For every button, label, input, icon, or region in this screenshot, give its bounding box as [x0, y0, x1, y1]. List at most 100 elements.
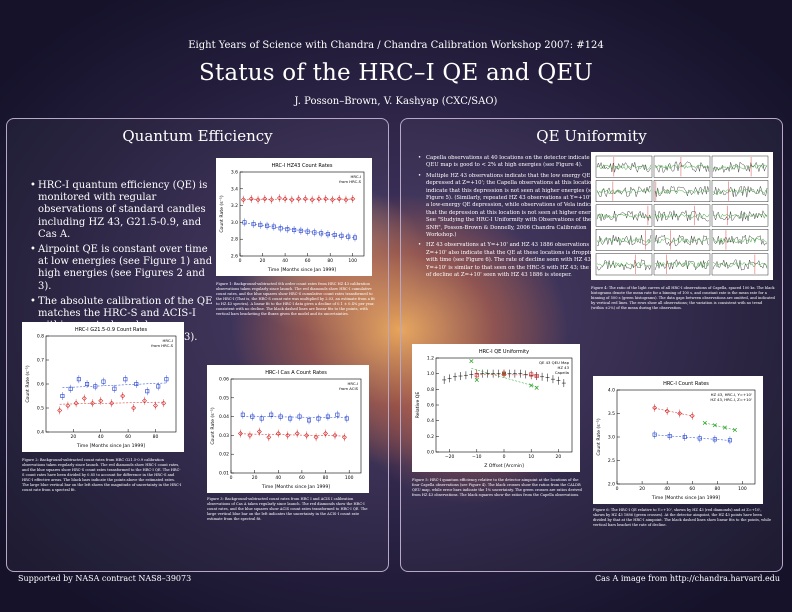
- x-tick-label: 20: [71, 434, 77, 440]
- data-point: [722, 425, 727, 430]
- y-tick-label: 0.2: [427, 434, 434, 440]
- lightcurve-trace: [712, 161, 768, 173]
- lightcurve-smoothed-trace: [654, 213, 710, 219]
- lightcurve-smoothed-trace: [654, 237, 710, 243]
- chart-title: HRC-I HZ43 Count Rates: [272, 163, 333, 169]
- legend-entry: HRC-I: [163, 338, 173, 343]
- lightcurve-panel: [711, 204, 769, 227]
- figure-3: HRC-I Cas A Count Rates 0 20 40 60 80 100 0.01 0…: [207, 365, 369, 493]
- lightcurve-smoothed-trace: [654, 164, 710, 170]
- y-tick-label: 2.0: [608, 482, 615, 488]
- lightcurve-smoothed-trace: [596, 237, 652, 244]
- x-axis-label: Z Offset [Arcmin]: [484, 463, 524, 469]
- y-tick-label: 3.0: [608, 435, 615, 441]
- trend-line: [242, 416, 347, 419]
- y-tick-label: 2.8: [231, 237, 238, 243]
- figure-2: HRC-I G21.5-0.9 Count Rates 20 40 60 80 0.4 0.…: [22, 322, 184, 452]
- chart-title: HRC-I Cas A Count Rates: [265, 370, 327, 376]
- y-tick-label: 0.02: [219, 452, 229, 458]
- lightcurve-smoothed-trace: [712, 237, 768, 244]
- legend-entry: HZ 43, HRC-I, Y=+10': [711, 392, 752, 397]
- poster-title: Status of the HRC–I QE and QEU: [199, 60, 593, 86]
- lightcurve-trace: [712, 210, 768, 222]
- x-tick-label: 60: [305, 258, 311, 264]
- bullet-icon: •: [30, 244, 36, 256]
- y-tick-label: 0.04: [219, 414, 229, 420]
- figure-5-caption: Figure 5: HRC-I quantum efficiency relat…: [412, 478, 582, 497]
- x-tick-label: 40: [275, 475, 281, 481]
- legend-entry: Capella: [555, 370, 569, 375]
- lightcurve-trace: [596, 161, 652, 173]
- lightcurve-trace: [596, 234, 652, 246]
- list-item: • HZ 43 observations at Y=+10' and HZ 43 …: [418, 242, 602, 279]
- lightcurve-panel: [653, 228, 711, 251]
- figure-3-caption: Figure 3: Background-subtracted count ra…: [207, 497, 368, 521]
- data-point: [712, 423, 717, 428]
- figure-1-caption: Figure 1: Background-subtracted 0th orde…: [216, 282, 375, 316]
- y-tick-label: 4.0: [608, 388, 615, 394]
- x-tick-label: 100: [348, 258, 357, 264]
- y-tick-label: 0.0: [427, 450, 434, 456]
- y-tick-label: 3.2: [231, 203, 238, 209]
- y-tick-label: 0.4: [37, 430, 44, 436]
- list-item: • HRC-I quantum efficiency (QE) is monito…: [30, 180, 208, 240]
- x-tick-label: 20: [252, 475, 258, 481]
- x-tick-label: 100: [738, 486, 747, 492]
- legend-entry: from ACIS: [339, 386, 358, 391]
- lightcurve-smoothed-trace: [596, 188, 652, 195]
- image-credit: Cas A image from http://chandra.harvard.…: [594, 574, 780, 583]
- lightcurve-smoothed-trace: [654, 261, 710, 268]
- lightcurve-trace: [712, 259, 768, 271]
- y-tick-label: 0.03: [219, 433, 229, 439]
- plot-frame: [239, 171, 365, 257]
- lightcurve-trace: [654, 161, 710, 173]
- panel-title-qeu: QE Uniformity: [536, 127, 647, 145]
- x-tick-label: 60: [125, 434, 131, 440]
- chart-title: HRC-I QE Uniformity: [479, 349, 529, 355]
- fig1-chart: HRC-I HZ43 Count Rates 0 20 40 60 80 100 2.6 2.8…: [219, 163, 365, 273]
- y-axis-label: Relative QE: [415, 392, 421, 419]
- list-item: • Multiple HZ 43 observations indicate th…: [418, 172, 607, 239]
- lightcurve-smoothed-trace: [596, 164, 652, 171]
- x-tick-label: 60: [689, 486, 695, 492]
- figure-4: [591, 152, 773, 280]
- list-item: • Airpoint QE is constant over time at lo…: [30, 244, 213, 292]
- fig3-chart: HRC-I Cas A Count Rates 0 20 40 60 80 100 0.01 0…: [210, 370, 362, 490]
- bullet-icon: •: [30, 295, 36, 307]
- y-tick-label: 2.5: [608, 458, 615, 464]
- y-tick-label: 0.6: [37, 382, 44, 388]
- trend-line: [654, 434, 730, 441]
- y-tick-label: 0.7: [37, 358, 44, 364]
- y-tick-label: 3.6: [231, 170, 238, 176]
- x-tick-label: 0: [230, 475, 233, 481]
- fig5-chart: HRC-I QE Uniformity −20 −10 0 10 20 0.0 0.2 0.4 0…: [415, 349, 573, 469]
- y-tick-label: 3.4: [231, 186, 238, 192]
- lightcurve-trace: [654, 185, 710, 197]
- x-axis-label: Time [Months since Jan 1999]: [651, 495, 720, 501]
- chart-title: HRC-I G21.5-0.9 Count Rates: [75, 327, 148, 333]
- lightcurve-trace: [654, 234, 710, 247]
- figure-4-caption: Figure 4: The ratio of the light curves …: [591, 286, 775, 310]
- x-tick-label: 80: [327, 258, 333, 264]
- figure-6: HRC-I Count Rates 0 20 40 60 80 100 2.0 2.5 3.0 3.…: [593, 376, 763, 504]
- bullet-icon: •: [30, 180, 36, 191]
- y-tick-label: 3.0: [231, 220, 238, 226]
- lightcurve-smoothed-trace: [654, 188, 710, 195]
- legend-entry: HRC-I: [348, 381, 358, 386]
- y-tick-label: 0.8: [37, 334, 44, 340]
- lightcurve-trace: [654, 209, 710, 222]
- data-point: [474, 377, 479, 382]
- lightcurve-smoothed-trace: [713, 213, 768, 219]
- lightcurve-panel: [595, 180, 653, 202]
- trend-line: [240, 433, 345, 437]
- y-tick-label: 1.2: [427, 356, 434, 362]
- lightcurve-trace: [654, 259, 710, 271]
- x-axis-label: Time [Months since Jan 1999]: [76, 443, 145, 449]
- x-tick-label: 10: [528, 454, 534, 460]
- legend-entry: QE 43 QEU Map: [539, 360, 570, 365]
- x-tick-label: 40: [664, 486, 670, 492]
- lightcurve-smoothed-trace: [712, 188, 768, 195]
- lightcurve-panel: [595, 228, 653, 251]
- x-axis-label: Time [Months since Jan 1999]: [267, 267, 336, 273]
- plot-frame: [616, 389, 756, 485]
